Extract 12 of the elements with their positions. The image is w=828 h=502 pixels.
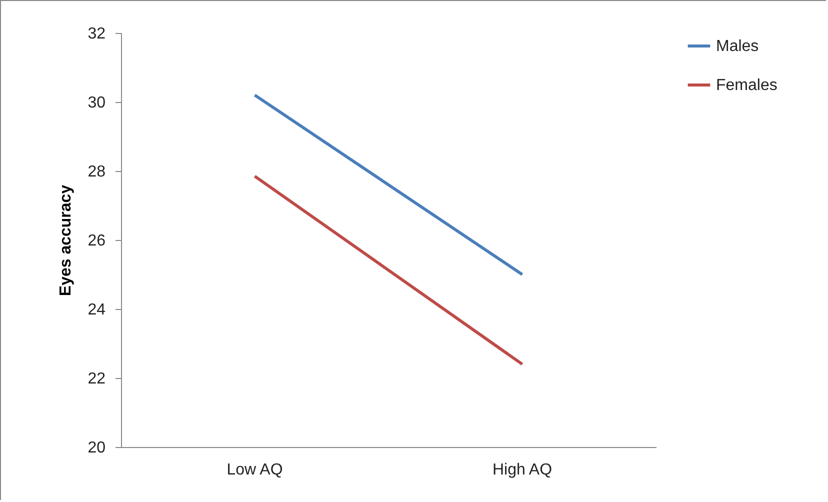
y-tick-label: 26: [88, 232, 106, 250]
x-tick-label: Low AQ: [226, 462, 283, 478]
y-tick-label: 28: [88, 164, 106, 180]
y-tick-label: 20: [88, 440, 106, 456]
legend-label: Females: [716, 77, 778, 94]
y-tick-label: 30: [88, 94, 106, 112]
y-tick-label: 24: [88, 302, 106, 318]
y-tick-label: 22: [88, 370, 106, 388]
y-axis-title: Eyes accuracy: [58, 184, 75, 296]
y-tick-label: 32: [88, 26, 106, 42]
x-tick-label: High AQ: [492, 462, 552, 478]
legend-label: Males: [716, 38, 759, 55]
